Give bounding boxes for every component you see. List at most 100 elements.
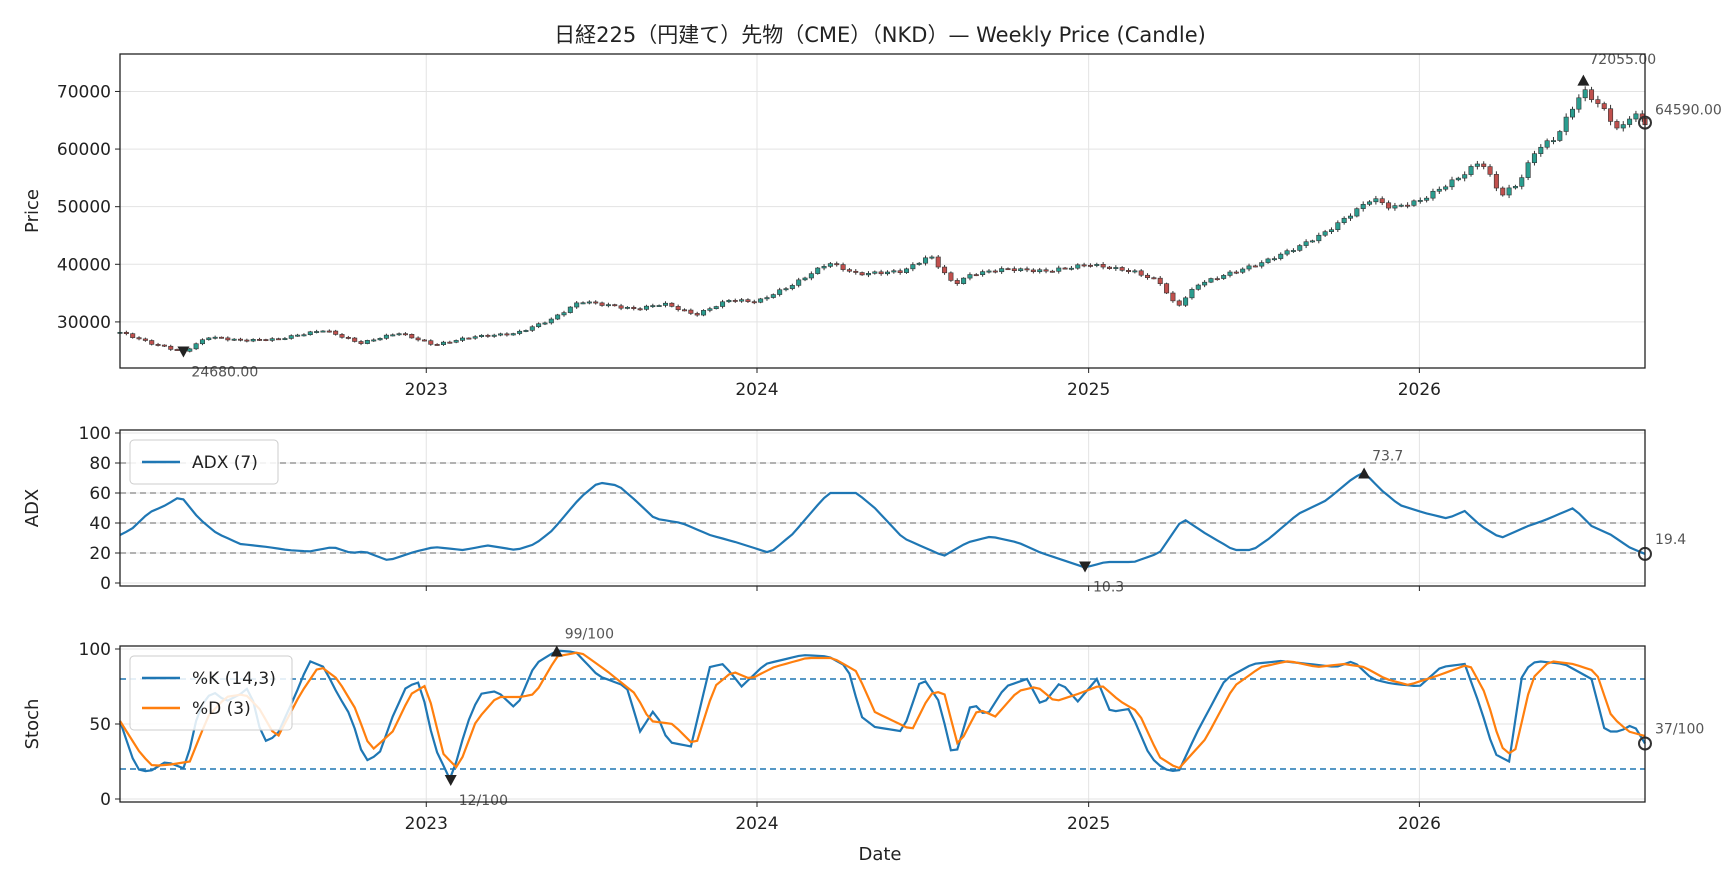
candle-body xyxy=(1062,267,1068,270)
candle-body xyxy=(884,271,890,275)
annotation-last: 37/100 xyxy=(1655,722,1704,738)
candle-body xyxy=(1443,186,1449,190)
plot-frame xyxy=(119,429,1646,587)
candle-body xyxy=(358,341,364,344)
candle-body xyxy=(802,277,808,281)
candle-body xyxy=(130,333,136,338)
candle-body xyxy=(466,337,472,340)
candle-body xyxy=(244,339,250,342)
candle-body xyxy=(1271,258,1277,261)
adx-panel: 73.7 10.3 19.4 0 20 40 60 80 100 ADX ADX (7) xyxy=(22,424,1686,596)
candle-body xyxy=(1417,200,1423,202)
x-tick-label: 2023 xyxy=(405,380,448,400)
candle-body xyxy=(402,333,408,336)
candle-body xyxy=(720,301,726,307)
y-axis-label: Stoch xyxy=(22,699,43,750)
candle-body xyxy=(942,266,948,274)
candle-body xyxy=(948,272,954,281)
candle-body xyxy=(479,334,485,338)
candle-body xyxy=(796,279,802,286)
candle-body xyxy=(1614,121,1620,129)
candle-body xyxy=(1531,153,1537,164)
candle-body xyxy=(1132,270,1138,273)
candle-body xyxy=(529,326,535,331)
candle-body xyxy=(536,323,542,328)
candle-body xyxy=(193,343,199,350)
candle-body xyxy=(732,300,738,302)
candle-body xyxy=(586,301,592,304)
candle-body xyxy=(1455,177,1461,181)
candle-body xyxy=(1087,264,1093,267)
candle-body xyxy=(377,338,383,341)
candle-body xyxy=(1176,300,1182,306)
candle-body xyxy=(320,330,326,333)
candle-body xyxy=(498,333,504,336)
candle-body xyxy=(1354,208,1360,217)
candle-body xyxy=(853,270,859,273)
candle-body xyxy=(1126,270,1132,272)
candle-body xyxy=(1506,187,1512,196)
annotation-min: 12/100 xyxy=(459,793,508,809)
candle-body xyxy=(1538,146,1544,154)
candle-body xyxy=(1183,297,1189,306)
x-axis-label: Date xyxy=(858,844,901,865)
candle-body xyxy=(333,330,339,335)
candle-body xyxy=(1436,188,1442,192)
candle-body xyxy=(396,333,402,336)
annotation-min: 24680.00 xyxy=(191,365,258,381)
y-tick-label: 30000 xyxy=(57,313,111,333)
candle-body xyxy=(1367,201,1373,205)
candle-body xyxy=(434,344,440,346)
candle-body xyxy=(612,304,618,307)
candle-body xyxy=(231,338,237,341)
x-tick-label: 2026 xyxy=(1398,814,1441,834)
candle-body xyxy=(326,330,332,333)
candle-body xyxy=(447,341,453,344)
candle-body xyxy=(1398,204,1404,207)
candle-body xyxy=(808,273,814,279)
candle-body xyxy=(199,339,205,345)
x-tick-label: 2024 xyxy=(735,814,778,834)
candle-body xyxy=(257,339,263,341)
candle-body xyxy=(897,270,903,273)
candle-body xyxy=(1100,264,1106,268)
candle-body xyxy=(1151,277,1157,280)
marker-min xyxy=(177,346,190,358)
candle-body xyxy=(421,339,427,342)
candle-body xyxy=(1411,200,1417,206)
candle-body xyxy=(161,344,167,347)
candle-body xyxy=(1233,271,1239,274)
candle-body xyxy=(1195,284,1201,290)
candle-body xyxy=(1512,186,1518,189)
candle-body xyxy=(1056,267,1062,272)
candle-body xyxy=(815,267,821,274)
candle-body xyxy=(631,306,637,309)
candle-body xyxy=(1094,264,1100,266)
candle-body xyxy=(225,337,231,341)
candle-body xyxy=(783,288,789,291)
legend-label: ADX (7) xyxy=(192,453,258,473)
candle-body xyxy=(1373,198,1379,203)
candle-body xyxy=(561,312,567,316)
candle-body xyxy=(827,263,833,267)
candle-body xyxy=(739,299,745,302)
legend-box xyxy=(129,655,293,731)
candle-body xyxy=(1005,268,1011,271)
candle-body xyxy=(440,341,446,345)
candle-body xyxy=(1024,268,1030,271)
candle-body xyxy=(618,305,624,309)
candle-body xyxy=(777,289,783,295)
candle-body xyxy=(1360,204,1366,209)
candle-body xyxy=(637,308,643,311)
candle-body xyxy=(1278,253,1284,259)
candle-body xyxy=(504,333,510,336)
candle-body xyxy=(1544,140,1550,148)
candle-body xyxy=(1468,166,1474,175)
marker-max xyxy=(1358,467,1371,479)
y-tick-label: 70000 xyxy=(57,82,111,102)
candle-body xyxy=(574,302,580,308)
candle-body xyxy=(1309,240,1315,243)
candle-body xyxy=(1037,269,1043,273)
candle-body xyxy=(1290,250,1296,252)
